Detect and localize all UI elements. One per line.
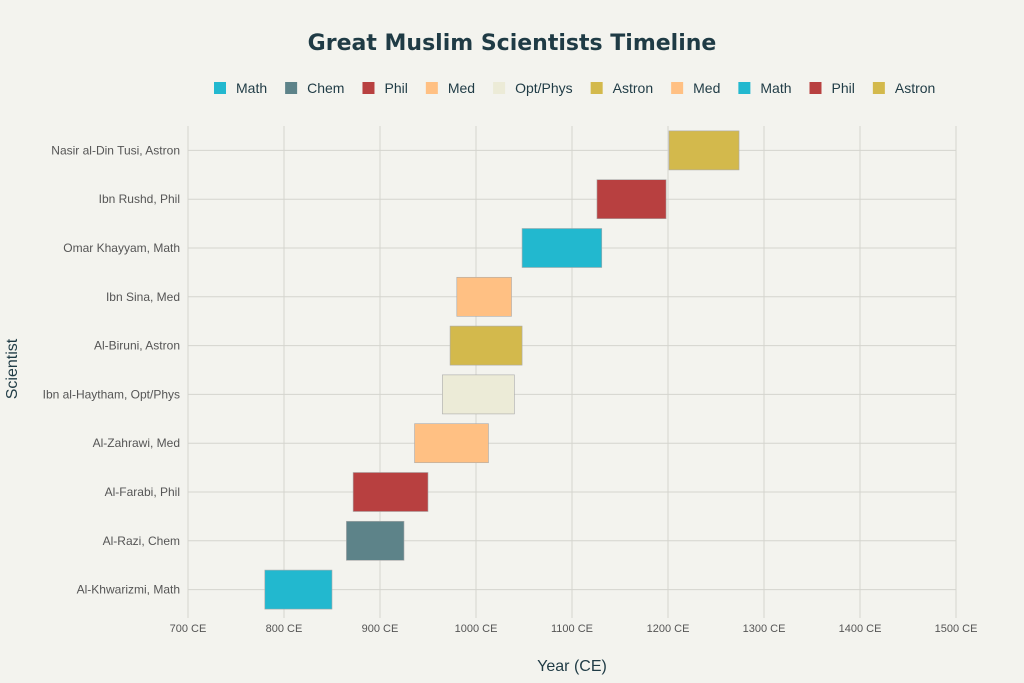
legend-swatch <box>214 82 226 94</box>
y-tick-label: Nasir al-Din Tusi, Astron <box>51 143 180 157</box>
x-tick-label: 1100 CE <box>551 623 593 635</box>
legend-label: Math <box>236 80 267 96</box>
legend-swatch <box>493 82 506 94</box>
legend-label: Astron <box>613 80 653 96</box>
x-tick-label: 1300 CE <box>743 623 786 635</box>
legend-item: Opt/Phys <box>493 80 573 96</box>
bar-omar-khayyam <box>521 228 603 268</box>
y-tick-labels: Al-Khwarizmi, Math Al-Razi, Chem Al-Farabi… <box>43 143 180 596</box>
legend-item: Med <box>671 80 720 96</box>
bar-al-khwarizmi <box>264 569 333 610</box>
bar-ibn-al-haytham <box>442 374 515 415</box>
x-tick-labels: 700 CE 800 CE 900 CE 1000 CE 1100 CE 1200 CE 1… <box>170 623 978 635</box>
bar-al-zahrawi <box>414 423 489 464</box>
bar-nasir-al-din-tusi <box>668 130 740 171</box>
legend-swatch <box>671 82 684 94</box>
legend-item: Chem <box>285 80 344 96</box>
legend-label: Phil <box>384 80 407 96</box>
chart-legend: Math Chem Phil Med Opt/Phys Astron Med Math Phil… <box>214 80 935 96</box>
x-tick-label: 1200 CE <box>647 623 690 635</box>
y-tick-label: Ibn al-Haytham, Opt/Phys <box>43 387 180 401</box>
x-axis-label: Year (CE) <box>537 658 607 675</box>
y-axis-label: Scientist <box>4 338 21 399</box>
x-tick-label: 900 CE <box>362 623 399 635</box>
legend-swatch <box>285 82 298 94</box>
legend-item: Astron <box>590 80 653 96</box>
x-tick-label: 800 CE <box>266 623 303 635</box>
legend-swatch <box>809 82 822 94</box>
bar-ibn-rushd <box>596 179 667 220</box>
bar-ibn-sina <box>456 276 512 317</box>
y-tick-label: Ibn Sina, Med <box>106 290 180 304</box>
legend-swatch <box>362 82 375 94</box>
chart-grid <box>187 126 957 618</box>
legend-swatch <box>425 82 438 94</box>
y-tick-label: Al-Zahrawi, Med <box>93 436 180 450</box>
y-tick-label: Al-Biruni, Astron <box>94 339 180 353</box>
x-tick-label: 700 CE <box>170 623 207 635</box>
legend-label: Astron <box>895 80 935 96</box>
legend-label: Med <box>693 80 720 96</box>
legend-item: Phil <box>362 80 408 96</box>
x-tick-label: 1000 CE <box>455 623 498 635</box>
y-tick-label: Al-Farabi, Phil <box>105 485 180 499</box>
legend-swatch <box>738 82 751 94</box>
bar-al-biruni <box>449 325 523 366</box>
bar-al-razi <box>346 520 405 561</box>
bar-al-farabi <box>352 472 429 512</box>
x-tick-label: 1500 CE <box>935 623 978 635</box>
chart-title: Great Muslim Scientists Timeline <box>308 31 717 56</box>
legend-label: Opt/Phys <box>515 80 573 96</box>
y-tick-label: Ibn Rushd, Phil <box>99 192 180 206</box>
legend-item: Math <box>738 80 792 96</box>
y-tick-label: Al-Khwarizmi, Math <box>77 583 180 597</box>
legend-label: Phil <box>832 80 855 96</box>
legend-item: Astron <box>872 80 935 96</box>
legend-label: Math <box>760 80 791 96</box>
legend-item: Math <box>214 80 267 96</box>
legend-label: Med <box>448 80 475 96</box>
y-tick-label: Omar Khayyam, Math <box>63 241 180 255</box>
legend-label: Chem <box>307 80 344 96</box>
y-tick-label: Al-Razi, Chem <box>103 534 180 548</box>
legend-swatch <box>872 82 885 94</box>
legend-item: Phil <box>809 80 855 96</box>
x-tick-label: 1400 CE <box>839 623 882 635</box>
chart-bars <box>264 130 740 610</box>
legend-swatch <box>590 82 603 94</box>
legend-item: Med <box>425 80 475 96</box>
